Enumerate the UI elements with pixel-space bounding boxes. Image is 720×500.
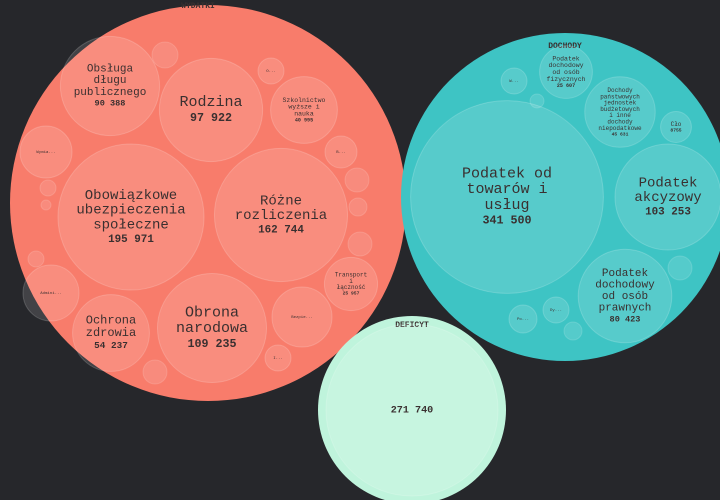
group-circle-deficyt (318, 316, 506, 500)
small-bubble-label: I... (273, 357, 283, 361)
small-bubble (508, 304, 538, 334)
bubble (660, 111, 692, 143)
bubble (325, 323, 499, 497)
small-bubble (264, 344, 292, 372)
bubble-label: Obowiązkowe ubezpieczenia społeczne (76, 188, 185, 233)
bubble-value: 103 253 (645, 207, 691, 219)
small-bubble-label: Dy... (550, 309, 562, 313)
small-bubble (22, 264, 80, 322)
small-circle (529, 93, 545, 109)
small-bubble (324, 135, 358, 169)
small-bubble (500, 67, 528, 95)
bubble-label: Różne rozliczenia (235, 193, 327, 224)
bubble-value: 97 922 (190, 111, 232, 125)
bubble (410, 100, 604, 294)
bubble-label: Podatek od towarów i usług (462, 165, 552, 214)
small-bubble (542, 296, 570, 324)
bubble (323, 256, 379, 312)
small-circles (27, 41, 693, 385)
group-title: DEFICYT (395, 321, 429, 330)
bubble-value: 8755 (670, 127, 681, 133)
bubble (270, 76, 338, 144)
bubble (59, 35, 161, 137)
small-circle (344, 167, 370, 193)
bubble-value: 162 744 (258, 225, 304, 237)
group-title: WYDATKI (181, 2, 215, 11)
small-bubble-label: O... (266, 70, 276, 74)
small-bubble-label: Admini... (40, 291, 62, 296)
small-circle (667, 255, 693, 281)
bubble-label: Podatek dochodowy od osób fizycznych (546, 55, 585, 82)
bubble-value: 54 237 (94, 340, 128, 351)
bubble-value: 195 971 (108, 234, 154, 246)
small-bubble (271, 286, 333, 348)
small-bubble-label: Wymia... (36, 150, 55, 155)
small-circle (40, 199, 52, 211)
small-circle (348, 197, 368, 217)
small-circle (347, 231, 373, 257)
bubble (213, 147, 349, 283)
bubble-label: Obrona narodowa (176, 304, 248, 337)
bubble-label: Transport i łączność (335, 271, 367, 291)
small-bubble-label: B... (336, 151, 346, 155)
small-bubble (257, 57, 285, 85)
small-bubble (19, 125, 73, 179)
bubble (72, 294, 150, 372)
bubble-value: 109 235 (187, 337, 236, 351)
bubble-value: 271 740 (391, 406, 434, 417)
group-circle-wydatki (10, 5, 406, 401)
bubble (577, 248, 673, 344)
bubble (584, 76, 656, 148)
bubble-label: Podatek dochodowy od osób prawnych (595, 268, 655, 315)
bubble (614, 143, 720, 251)
small-bubble-label: W... (509, 80, 519, 84)
bubble (57, 143, 205, 291)
bubble (158, 57, 264, 163)
bubble-value: 45 631 (612, 131, 629, 137)
bubble-label: Rodzina (179, 94, 242, 111)
bubble-value: 25 957 (343, 291, 360, 297)
bubble-label: Obsługa długu publicznego (74, 64, 147, 99)
bubble-value: 25 607 (557, 83, 575, 89)
bubble-value: 341 500 (482, 214, 531, 228)
bubble-label: Podatek akcyzowy (634, 175, 701, 206)
small-bubble-label: Po... (517, 318, 529, 322)
small-circle (39, 179, 57, 197)
small-circle (563, 321, 583, 341)
group-circle-dochody (401, 33, 720, 361)
bubble-value: 90 388 (95, 99, 126, 109)
small-circle (151, 41, 179, 69)
bubble-label: Dochody państwowych jednostek budżetowych i … (598, 87, 642, 132)
group-title: DOCHODY (548, 42, 582, 51)
small-circle (27, 250, 45, 268)
bubble-label: Cło (671, 120, 682, 127)
bubble-label: Ochrona zdrowia (86, 314, 136, 341)
small-circle (142, 359, 168, 385)
small-bubble-label: Bezpie... (291, 315, 313, 320)
bubble (539, 45, 593, 99)
bubble-value: 40 995 (295, 118, 313, 124)
bubble-label: Szkolnictwo wyższe i nauka (283, 96, 326, 117)
bubble (156, 272, 268, 384)
bubble-value: 80 423 (610, 314, 641, 324)
